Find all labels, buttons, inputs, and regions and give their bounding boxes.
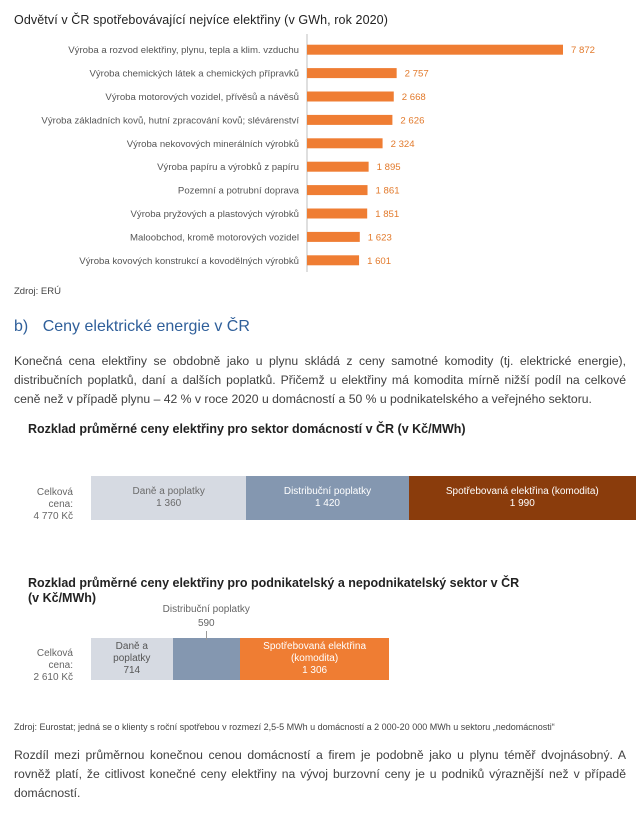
chart3-total-value: 2 610 Kč <box>33 672 73 683</box>
chart2-segment-name: Daně a poplatky <box>132 486 205 497</box>
chart3-callout-line <box>206 631 208 640</box>
chart2-segment: Spotřebovaná elektřina (komodita) 1 990 <box>408 476 636 520</box>
closing-paragraph: Rozdíl mezi průměrnou konečnou cenou dom… <box>14 748 626 800</box>
section-heading-prefix: b) <box>14 318 29 335</box>
chart1-value-label: 1 861 <box>376 186 400 197</box>
chart1-category-label: Výroba papíru a výrobků z papíru <box>157 162 299 173</box>
chart2-total-value: 4 770 Kč <box>33 511 73 522</box>
chart1-value-label: 1 623 <box>368 232 392 243</box>
chart1-category-label: Výroba nekovových minerálních výrobků <box>127 139 299 150</box>
chart3-segment: Daně a poplatky 714 <box>91 638 173 680</box>
chart3-callout-name: Distribuční poplatky <box>162 604 250 615</box>
chart1-bar <box>307 208 368 219</box>
chart3-segment-value: 714 <box>123 665 141 676</box>
chart3-title-line2: (v Kč/MWh) <box>28 591 97 605</box>
chart2-segment-value: 1 420 <box>314 498 340 509</box>
chart3-title: Rozklad průměrné ceny elektřiny pro podn… <box>28 576 519 606</box>
chart3-callout: Distribuční poplatky 590 <box>0 604 640 640</box>
chart1-value-label: 1 601 <box>367 256 391 267</box>
chart1-source: Zdroj: ERÚ <box>14 286 61 297</box>
chart3-segment: Spotřebovaná elektřina (komodita) 1 306 <box>239 638 390 680</box>
chart1-bar <box>307 44 563 55</box>
chart1-category-label: Výroba základních kovů, hutní zpracování… <box>41 115 299 126</box>
chart1-category-label: Výroba pryžových a plastových výrobků <box>131 209 300 220</box>
chart1-bar <box>307 138 383 149</box>
chart3-segment-name: Spotřebovaná elektřina (komodita) <box>263 641 367 664</box>
chart1-value-label: 2 626 <box>400 115 424 126</box>
chart1-category-label: Výroba a rozvod elektřiny, plynu, tepla … <box>68 45 299 56</box>
chart3-total: Celková cena: 2 610 Kč <box>10 648 73 684</box>
chart1-title: Odvětví v ČR spotřebovávající nejvíce el… <box>14 13 388 27</box>
chart1-value-label: 1 851 <box>375 209 399 220</box>
chart1-bar <box>307 161 369 172</box>
chart1-category-label: Výroba chemických látek a chemických pří… <box>89 69 299 80</box>
chart2-segment-value: 1 990 <box>509 498 535 509</box>
chart1-category-label: Výroba kovových konstrukcí a kovodělných… <box>79 256 299 267</box>
chart2-total: Celková cena: 4 770 Kč <box>10 487 73 523</box>
chart3-callout-value: 590 <box>197 618 215 629</box>
chart2-segment-name: Spotřebovaná elektřina (komodita) <box>445 486 599 497</box>
chart1-bar <box>307 114 393 125</box>
chart3-segment-value: 1 306 <box>302 665 328 676</box>
chart1-bar <box>307 185 368 196</box>
chart3-stacked-bar: Daně a poplatky 714 Spotřebovaná elektřina… <box>91 638 636 680</box>
chart3-segment-name: Daně a poplatky <box>113 641 151 664</box>
chart3-source: Zdroj: Eurostat; jedná se o klienty s ro… <box>14 722 555 732</box>
chart1-value-label: 1 895 <box>377 162 401 173</box>
chart1-value-label: 7 872 <box>571 45 595 56</box>
chart1-bar <box>307 91 394 102</box>
chart2-segment: Distribuční poplatky 1 420 <box>246 476 409 520</box>
chart1-bar <box>307 68 397 79</box>
section-paragraph: Konečná cena elektřiny se obdobně jako u… <box>14 354 626 406</box>
chart1-bar <box>307 231 360 242</box>
chart2-title: Rozklad průměrné ceny elektřiny pro sekt… <box>28 422 466 436</box>
chart1-value-label: 2 324 <box>391 139 416 150</box>
chart3-segment <box>172 638 240 680</box>
chart3-title-line1: Rozklad průměrné ceny elektřiny pro podn… <box>28 576 520 590</box>
chart1-category-label: Pozemní a potrubní doprava <box>178 186 300 197</box>
chart1-bar-chart: Výroba a rozvod elektřiny, plynu, tepla … <box>41 34 595 272</box>
section-heading-text: Ceny elektrické energie v ČR <box>42 318 250 335</box>
chart2-segment-value: 1 360 <box>156 498 182 509</box>
chart2-segment: Daně a poplatky 1 360 <box>91 476 247 520</box>
chart2-segment-name: Distribuční poplatky <box>283 486 372 497</box>
chart2-stacked-bar: Daně a poplatky 1 360 Distribuční poplatky… <box>91 476 636 520</box>
chart1-category-label: Výroba motorových vozidel, přívěsů a náv… <box>105 92 299 103</box>
chart1-value-label: 2 757 <box>405 69 429 80</box>
chart3-total-label: Celková cena: <box>36 648 73 671</box>
chart1-bar <box>307 255 360 266</box>
section-heading: b) Ceny elektrické energie v ČR <box>14 318 250 336</box>
chart2-total-label: Celková cena: <box>36 487 73 510</box>
chart1-category-label: Maloobchod, kromě motorových vozidel <box>130 232 299 243</box>
chart1-value-label: 2 668 <box>402 92 426 103</box>
